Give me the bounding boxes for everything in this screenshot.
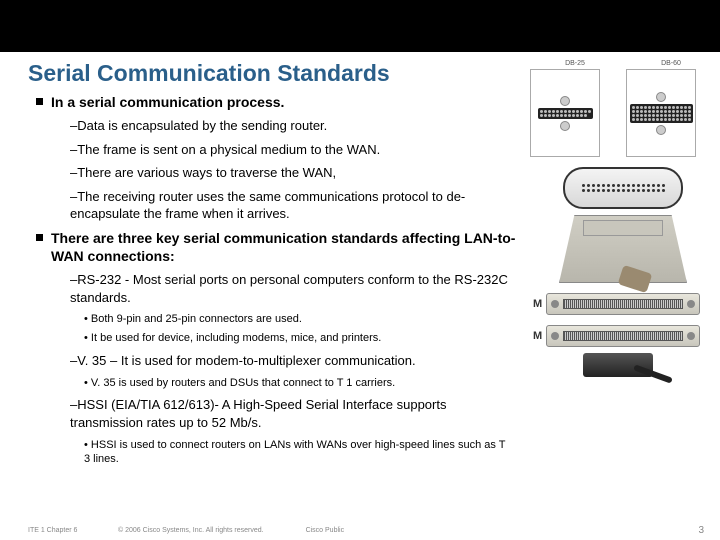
wide-connector-icon: M (546, 293, 700, 315)
bullet-section-1: In a serial communication process. (36, 93, 530, 111)
db60-block (626, 69, 696, 157)
slide-title: Serial Communication Standards (28, 60, 530, 87)
sub-sub-bullet: • HSSI is used to connect routers on LAN… (84, 438, 530, 468)
image-column: DB-25 DB-60 (530, 52, 720, 471)
sub-bullet: –The receiving router uses the same comm… (70, 188, 530, 223)
v35-connector-diagram (530, 167, 716, 283)
m-label: M (533, 330, 542, 342)
sub-bullet: –The frame is sent on a physical medium … (70, 141, 530, 159)
footer-page-number: 3 (698, 525, 704, 536)
hssi-connector-diagram: M M (530, 293, 716, 393)
footer-tag: Cisco Public (306, 527, 345, 534)
hssi-cable-icon (573, 353, 673, 393)
footer: ITE 1 Chapter 6 © 2006 Cisco Systems, In… (28, 527, 710, 534)
sub-bullet: –Data is encapsulated by the sending rou… (70, 117, 530, 135)
sub-bullet: –There are various ways to traverse the … (70, 164, 530, 182)
db-connectors-diagram: DB-25 DB-60 (530, 60, 716, 157)
footer-chapter: ITE 1 Chapter 6 (28, 527, 118, 534)
square-bullet-icon (36, 234, 43, 241)
oval-connector-icon (563, 167, 683, 209)
sub-bullet-rs232: –RS-232 - Most serial ports on personal … (70, 271, 530, 306)
wide-connector-icon: M (546, 325, 700, 347)
bullet-text: There are three key serial communication… (51, 229, 530, 265)
db25-block (530, 69, 600, 157)
square-bullet-icon (36, 98, 43, 105)
m-label: M (533, 298, 542, 310)
sub-sub-bullet: • It be used for device, including modem… (84, 331, 530, 346)
title-bar (0, 0, 720, 52)
bullet-text: In a serial communication process. (51, 93, 284, 111)
content-area: Serial Communication Standards In a seri… (0, 52, 720, 471)
sub-bullet-hssi: –HSSI (EIA/TIA 612/613)- A High-Speed Se… (70, 396, 530, 431)
db-label: DB-60 (626, 60, 716, 67)
sub-bullet-v35: –V. 35 – It is used for modem-to-multipl… (70, 352, 530, 370)
sub-sub-bullet: • V. 35 is used by routers and DSUs that… (84, 376, 530, 391)
text-column: Serial Communication Standards In a seri… (0, 52, 530, 471)
sub-sub-bullet: • Both 9-pin and 25-pin connectors are u… (84, 312, 530, 327)
footer-copyright: © 2006 Cisco Systems, Inc. All rights re… (118, 527, 710, 534)
bullet-section-2: There are three key serial communication… (36, 229, 530, 265)
db-label: DB-25 (530, 60, 620, 67)
